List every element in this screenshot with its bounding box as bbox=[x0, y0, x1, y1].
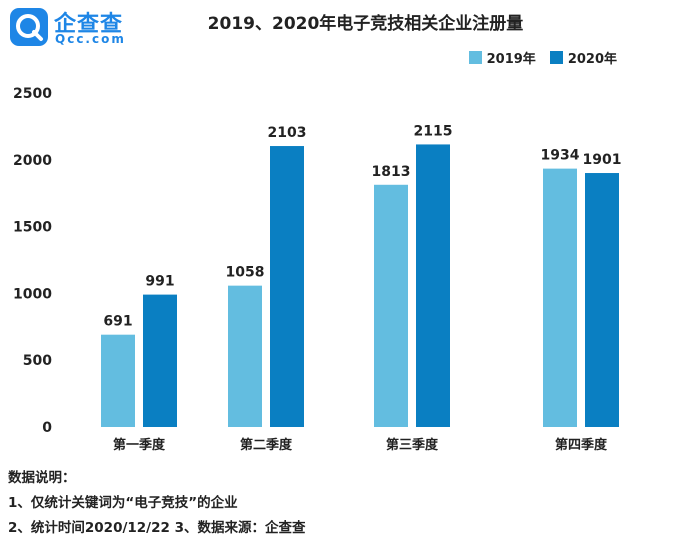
data-label: 991 bbox=[145, 274, 174, 290]
notes-heading: 数据说明： bbox=[8, 470, 76, 486]
x-tick-label: 第四季度 bbox=[555, 437, 608, 453]
data-label: 2103 bbox=[268, 125, 307, 141]
legend-swatch-2019 bbox=[468, 51, 482, 64]
legend-label-2019: 2019年 bbox=[486, 52, 536, 67]
chart-legend: 2019年 2020年 bbox=[468, 48, 617, 67]
chart-title: 2019、2020年电子竞技相关企业注册量 bbox=[207, 14, 524, 34]
x-tick-label: 第一季度 bbox=[113, 437, 166, 453]
y-tick-label: 2500 bbox=[13, 86, 52, 102]
bar bbox=[585, 173, 619, 427]
bar bbox=[270, 146, 304, 428]
data-label: 2115 bbox=[414, 123, 453, 139]
legend-label-2020: 2020年 bbox=[567, 52, 617, 67]
x-tick-label: 第三季度 bbox=[386, 437, 439, 453]
data-notes: 数据说明： 1、仅统计关键词为“电子竞技”的企业 2、统计时间2020/12/2… bbox=[8, 466, 306, 541]
qcc-logo-icon bbox=[10, 8, 48, 46]
bar bbox=[543, 168, 577, 427]
notes-line-1: 1、仅统计关键词为“电子竞技”的企业 bbox=[8, 495, 238, 511]
brand-domain: Qcc.com bbox=[55, 32, 126, 46]
data-label: 1934 bbox=[541, 148, 580, 164]
bar bbox=[143, 294, 177, 427]
data-label: 1901 bbox=[583, 152, 622, 168]
bar bbox=[374, 184, 408, 427]
x-tick-label: 第二季度 bbox=[240, 437, 293, 453]
legend-item-2019: 2019年 bbox=[468, 48, 536, 67]
y-tick-label: 500 bbox=[23, 353, 52, 369]
y-tick-label: 0 bbox=[42, 420, 52, 436]
bar bbox=[228, 285, 262, 427]
brand-name: 企查查 bbox=[54, 12, 124, 37]
data-label: 691 bbox=[103, 314, 132, 330]
y-tick-label: 1000 bbox=[13, 286, 52, 302]
brand-logo: 企查查 Qcc.com bbox=[10, 6, 150, 48]
data-label: 1813 bbox=[372, 164, 411, 180]
legend-swatch-2020 bbox=[549, 51, 563, 64]
data-label: 1058 bbox=[226, 265, 265, 281]
notes-line-2: 2、统计时间2020/12/22 3、数据来源：企查查 bbox=[8, 520, 306, 536]
bar-chart: 0 500 1000 1500 2000 2500 691 991 第一季度 1058 2103 第二… bbox=[13, 86, 622, 453]
bar bbox=[101, 334, 135, 427]
bar bbox=[416, 144, 450, 427]
y-tick-label: 2000 bbox=[13, 153, 52, 169]
y-tick-label: 1500 bbox=[13, 220, 52, 236]
legend-item-2020: 2020年 bbox=[549, 48, 617, 67]
